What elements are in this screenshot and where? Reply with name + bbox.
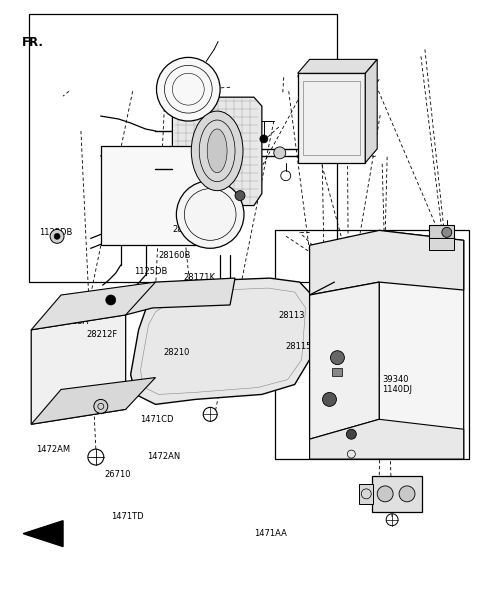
Circle shape xyxy=(54,234,60,240)
Polygon shape xyxy=(310,282,379,439)
Text: 1125AB: 1125AB xyxy=(345,138,378,147)
Text: 1472AM: 1472AM xyxy=(36,445,70,454)
Text: 1125DB: 1125DB xyxy=(134,267,168,276)
Text: 1140DJ: 1140DJ xyxy=(382,386,412,395)
Polygon shape xyxy=(126,278,235,315)
Polygon shape xyxy=(172,97,262,206)
Ellipse shape xyxy=(207,129,227,173)
Bar xyxy=(429,238,454,250)
Text: 1125DB: 1125DB xyxy=(39,228,73,237)
Bar xyxy=(298,73,365,163)
Text: 28110: 28110 xyxy=(345,401,372,410)
Circle shape xyxy=(50,229,64,243)
Bar xyxy=(333,368,342,375)
Text: 1471CD: 1471CD xyxy=(140,415,173,424)
Polygon shape xyxy=(310,420,464,459)
Text: 28161G: 28161G xyxy=(172,225,205,234)
Text: FR.: FR. xyxy=(22,36,43,48)
Text: 1472AN: 1472AN xyxy=(147,452,180,461)
Polygon shape xyxy=(31,315,126,424)
Polygon shape xyxy=(379,231,464,459)
Circle shape xyxy=(442,228,452,237)
Text: 1471TD: 1471TD xyxy=(111,511,144,520)
Polygon shape xyxy=(131,278,314,404)
Polygon shape xyxy=(298,60,377,73)
Polygon shape xyxy=(31,377,156,424)
Text: 28113: 28113 xyxy=(278,311,305,320)
Polygon shape xyxy=(372,476,422,512)
Polygon shape xyxy=(31,282,156,330)
Circle shape xyxy=(156,57,220,121)
Polygon shape xyxy=(365,60,377,163)
Text: 28160B: 28160B xyxy=(158,251,190,260)
Circle shape xyxy=(176,181,244,249)
Text: 28212F: 28212F xyxy=(86,330,118,339)
Circle shape xyxy=(377,486,393,502)
Text: 28210: 28210 xyxy=(164,348,190,357)
Circle shape xyxy=(274,147,286,159)
Polygon shape xyxy=(310,231,464,295)
Bar xyxy=(275,231,468,459)
Polygon shape xyxy=(23,521,63,547)
Circle shape xyxy=(323,392,336,406)
Text: 1471AA: 1471AA xyxy=(254,529,287,538)
Circle shape xyxy=(399,486,415,502)
Bar xyxy=(29,14,337,282)
Text: 28213A: 28213A xyxy=(56,317,88,326)
Bar xyxy=(101,146,210,246)
Circle shape xyxy=(347,429,356,439)
Circle shape xyxy=(260,135,268,143)
Text: 39340: 39340 xyxy=(382,375,408,384)
Circle shape xyxy=(235,191,245,201)
Text: 28130: 28130 xyxy=(393,505,419,514)
Circle shape xyxy=(330,350,344,365)
Text: 28171K: 28171K xyxy=(184,274,216,283)
Ellipse shape xyxy=(192,111,243,191)
Bar xyxy=(302,81,360,155)
Text: 28115L: 28115L xyxy=(285,342,316,351)
Text: 28114C: 28114C xyxy=(344,150,376,159)
Circle shape xyxy=(106,295,116,305)
Polygon shape xyxy=(429,225,454,238)
Circle shape xyxy=(94,399,108,414)
Text: 26710: 26710 xyxy=(104,470,131,479)
Bar xyxy=(360,484,373,504)
